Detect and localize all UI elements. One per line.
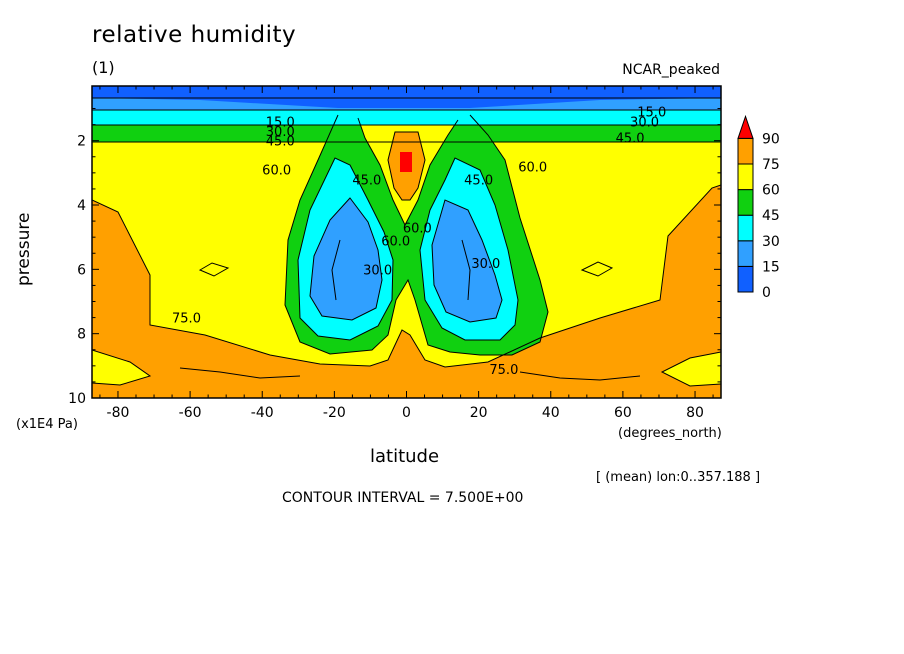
colorbar-box xyxy=(737,240,754,267)
field-90-core xyxy=(400,152,412,172)
x-tick-label: -80 xyxy=(107,405,130,421)
chart-title: relative humidity xyxy=(92,22,297,48)
axes: -80 -60 -40 -20 0 20 40 60 80 2 4 6 8 10 xyxy=(68,86,721,421)
colorbar-label: 0 xyxy=(762,285,771,301)
contour-label: 75.0 xyxy=(489,363,518,378)
x-tick-label: -60 xyxy=(179,405,202,421)
x-tick-label: 20 xyxy=(470,405,488,421)
y-axis-unit: (x1E4 Pa) xyxy=(16,417,78,432)
y-tick-label: 10 xyxy=(68,391,86,407)
contour-label: 60.0 xyxy=(262,164,291,179)
x-tick-label: 0 xyxy=(402,405,411,421)
contour-label: 45.0 xyxy=(352,173,381,188)
colorbar-box xyxy=(737,189,754,216)
contour-label: 60.0 xyxy=(518,160,547,175)
chart-subtitle: (1) xyxy=(92,58,115,77)
x-axis-label: latitude xyxy=(370,446,440,467)
contour-lines xyxy=(92,97,721,387)
x-tick-label: -40 xyxy=(251,405,274,421)
colorbar-label: 15 xyxy=(762,259,780,275)
contour-interval: CONTOUR INTERVAL = 7.500E+00 xyxy=(282,490,524,506)
field-0-band xyxy=(92,86,721,108)
field-15-left xyxy=(310,198,382,320)
contour-fields xyxy=(92,86,721,398)
y-tick-label: 6 xyxy=(77,262,86,278)
contour-label: 15.0 xyxy=(637,106,666,121)
contour-label: 15.0 xyxy=(266,115,295,130)
contour-label: 60.0 xyxy=(403,222,432,237)
field-15-right xyxy=(432,200,502,322)
colorbar-label: 60 xyxy=(762,183,780,199)
contour-label: 30.0 xyxy=(266,125,295,140)
x-axis-unit: (degrees_north) xyxy=(618,426,722,441)
colorbar-box xyxy=(737,214,754,242)
colorbar-label: 30 xyxy=(762,234,780,250)
colorbar-box xyxy=(737,265,754,293)
contour-label: 30.0 xyxy=(630,115,659,130)
field-60-low-left xyxy=(92,350,150,385)
colorbar-box xyxy=(737,163,754,191)
colorbar-label: 75 xyxy=(762,157,780,173)
colorbar-label: 90 xyxy=(762,131,780,147)
dataset-name: NCAR_peaked xyxy=(622,62,720,78)
y-tick-label: 4 xyxy=(77,198,86,214)
longitude-note: [ (mean) lon:0..357.188 ] xyxy=(596,470,761,485)
contour-label: 45.0 xyxy=(464,173,493,188)
contour-label: 75.0 xyxy=(172,312,201,327)
y-tick-label: 2 xyxy=(77,134,86,150)
contour-labels: 15.030.045.060.045.060.060.030.0 30.045.0… xyxy=(172,106,666,378)
colorbar-label: 45 xyxy=(762,208,780,224)
y-tick-label: 8 xyxy=(77,327,86,343)
field-30-band xyxy=(92,110,721,125)
colorbar-arrow xyxy=(737,114,754,139)
x-tick-label: 60 xyxy=(614,405,632,421)
contour-label: 30.0 xyxy=(471,257,500,272)
contour-label: 45.0 xyxy=(616,131,645,146)
x-tick-label: -20 xyxy=(323,405,346,421)
x-tick-label: 80 xyxy=(686,405,704,421)
colorbar-box xyxy=(737,137,754,165)
x-tick-label: 40 xyxy=(542,405,560,421)
contour-label: 45.0 xyxy=(266,135,295,150)
colorbar: 0 15 30 45 60 75 90 xyxy=(737,114,780,301)
contour-label: 30.0 xyxy=(363,263,392,278)
contour-label: 60.0 xyxy=(381,234,410,249)
field-60-low-right xyxy=(662,352,721,386)
